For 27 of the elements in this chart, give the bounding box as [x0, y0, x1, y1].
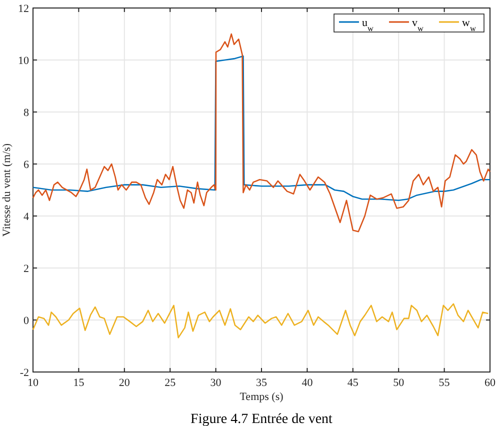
y-tick-label: 2 — [24, 262, 29, 275]
y-tick-label: 0 — [24, 314, 30, 327]
y-tick-label: -2 — [20, 366, 29, 379]
x-tick-label: 30 — [210, 377, 222, 389]
y-tick-label: 8 — [24, 106, 30, 119]
line-series — [32, 303, 489, 338]
caption: Figure 4.7 Entrée de vent — [190, 412, 333, 426]
x-axis-title: Temps (s) — [240, 391, 284, 403]
y-tick-label: 12 — [18, 2, 29, 15]
legend-label: u$_{w}$ — [362, 17, 374, 32]
x-tick-label: 25 — [164, 377, 176, 389]
x-tick-label: 40 — [302, 377, 314, 389]
legend-label: v$_{w}$ — [412, 17, 424, 32]
legend-label: w$_{w}$ — [462, 17, 476, 32]
y-tick-label: 10 — [18, 54, 30, 67]
y-tick-label: 4 — [24, 210, 30, 223]
x-tick-label: 20 — [118, 377, 130, 389]
x-tick-label: 15 — [73, 377, 85, 389]
x-tick-label: 35 — [256, 377, 268, 389]
line-series — [32, 55, 491, 202]
x-tick-label: 45 — [347, 377, 359, 389]
x-tick-label: 60 — [484, 377, 496, 389]
x-tick-label: 55 — [438, 377, 450, 389]
x-tick-label: 50 — [393, 377, 405, 389]
y-axis-title: Vitesse du vent (m/s) — [1, 143, 13, 237]
line-series — [32, 33, 491, 232]
y-tick-label: 6 — [24, 158, 30, 171]
